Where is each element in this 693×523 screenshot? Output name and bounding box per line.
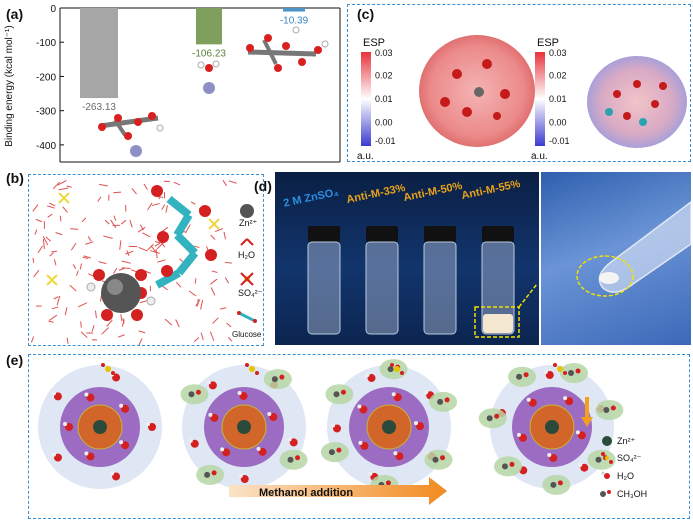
legend-glucose: Glucose [232,330,262,339]
bar-value-label: -10.39 [280,16,309,27]
colorbar-tick-label: 0.00 [375,118,393,128]
colorbar-tick-label: 0.01 [375,94,393,104]
vial-3 [423,226,457,335]
solvation-stage-4 [478,363,624,495]
bars: -263.13 -106.23 -10.39 [80,8,309,113]
bar-value-label: -106.23 [192,48,226,59]
legend-e-so4: SO₄²⁻ [617,453,642,463]
md-snapshot-image [30,180,257,345]
panel-e-frame [28,354,690,519]
colorbar-tick-label: 0.02 [549,71,567,81]
legend-e-ch3oh: CH₃OH [617,489,648,499]
water-molecule-icon [240,238,254,246]
glucose-chain [135,185,217,299]
panel-a-label: (a) [6,6,24,22]
glucose-water-complex-image [246,26,329,72]
legend-e-zn: Zn²⁺ [617,436,636,446]
esp-colorbar-2-ticks: 0.03 0.02 0.01 0.00 -0.01 [549,48,570,146]
esp-colorbar-2 [535,52,545,146]
esp-unit-2: a.u. [531,151,548,162]
y-tick-label: 0 [50,4,56,15]
zoom-connector-line [518,283,538,308]
solvation-sheath-diagram [38,359,624,505]
vial-4 [481,226,515,335]
esp-title-2: ESP [537,37,559,49]
vials-photo [275,172,539,345]
esp-molecule-2-atoms [605,80,667,126]
bar-value-label: -263.13 [82,102,116,113]
sulfate-dot-icon [601,452,613,464]
solvation-stages [38,359,624,495]
precipitate-circle [576,255,634,297]
esp-colorbar-1 [361,52,371,146]
vial-2 [365,226,399,335]
colorbar-tick-label: 0.00 [549,118,567,128]
colorbar-tick-label: 0.03 [549,48,567,58]
test-tube-photo [541,172,692,345]
y-tick-label: -200 [36,72,56,83]
glucose-molecule-icon [237,311,257,323]
colorbar-tick-label: -0.01 [549,136,570,146]
zn-glucose-complex-image [98,112,164,157]
zinc-ion-cluster [86,269,156,321]
colorbar-tick-label: 0.02 [375,71,393,81]
y-axis-label: Binding energy (kcal mol⁻¹) [4,25,15,146]
y-tick-label: -400 [36,141,56,152]
colorbar-tick-label: 0.03 [375,48,393,58]
bar [80,8,118,99]
esp-unit-1: a.u. [357,151,374,162]
colorbar-tick-label: -0.01 [375,136,396,146]
vial-1 [307,226,341,335]
solvation-stage-2 [180,363,308,489]
water-network [30,180,237,345]
vials-drawing [307,226,538,338]
zinc-dot-icon [602,436,612,446]
legend-e-h2o: H₂O [617,471,634,481]
panel-b-legend [237,204,257,323]
colorbar-tick-label: 0.01 [549,94,567,104]
legend-zn: Zn²⁺ [239,218,258,228]
sulfate-ions [46,192,220,286]
methanol-dot-icon [600,490,611,497]
sulfate-approach-arrow [581,397,593,427]
panel-e-label: (e) [6,352,24,368]
esp-surface-complex-image [587,56,687,148]
panel-b-frame [28,174,264,346]
bar [283,8,305,12]
panel-d-label: (d) [254,178,272,194]
water-dot-icon [601,471,610,479]
zn-water-complex-image [197,60,220,94]
zinc-ion-icon [240,204,254,218]
binding-energy-chart: Binding energy (kcal mol⁻¹) 0 -100 -200 -30… [4,4,341,163]
methanol-addition-arrow [229,477,447,505]
solvation-stage-1 [38,363,162,489]
esp-maps: ESP 0.030.020.010.00-0.01 a.u. ESP 0.030… [357,35,687,162]
y-tick-label: -100 [36,38,56,49]
panel-e-legend [600,436,613,497]
sulfate-ion-icon [240,272,254,286]
legend-so4: SO₄²⁻ [238,288,263,298]
bar [196,8,222,45]
panel-c-frame [347,4,691,162]
esp-colorbar-1-ticks: 0.03 0.02 0.01 0.00 -0.01 [375,48,396,146]
y-tick-label: -300 [36,107,56,118]
esp-molecule-1-atoms [440,59,510,120]
arrow-label: Methanol addition [259,487,354,499]
precipitate-highlight-box [474,306,520,338]
esp-title-1: ESP [363,37,385,49]
panel-b-label: (b) [6,170,24,186]
panel-c-label: (c) [357,6,375,22]
legend-h2o: H₂O [238,250,255,260]
test-tube-drawing [576,200,692,297]
solvation-stage-3 [320,359,458,495]
